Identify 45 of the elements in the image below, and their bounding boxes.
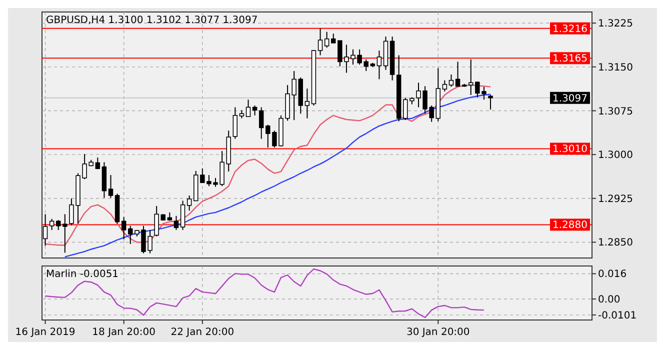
candlestick [318, 28, 323, 56]
x-tick-label: 22 Jan 20:00 [170, 327, 234, 338]
x-tick-label: 16 Jan 2019 [15, 327, 76, 338]
candlestick [232, 106, 238, 140]
candlestick [304, 88, 310, 119]
ref-line-label: 1.2880 [552, 220, 588, 232]
y-tick-label: 1.2925 [598, 194, 633, 205]
candlestick [442, 80, 448, 92]
candlestick [121, 216, 126, 240]
candlestick [448, 74, 454, 88]
chart-title: GBPUSD,H4 1.3100 1.3102 1.3077 1.3097 [46, 15, 258, 26]
ref-line-label: 1.3010 [552, 144, 588, 156]
y-tick-label: 1.3000 [598, 150, 633, 162]
candlestick [468, 58, 474, 96]
line-series [44, 268, 485, 318]
candlestick [488, 94, 493, 110]
candlestick [324, 31, 330, 48]
candlestick [56, 220, 61, 230]
y-tick-label: -0.0101 [598, 310, 637, 322]
candlestick [108, 174, 114, 198]
candlestick [186, 194, 192, 212]
candlestick [331, 33, 336, 44]
y-tick-label: 1.2850 [598, 238, 633, 249]
candlestick [455, 61, 460, 88]
x-tick-label: 18 Jan 20:00 [92, 327, 156, 338]
ref-line-label: 1.3216 [552, 24, 588, 35]
candlestick [258, 106, 264, 140]
candlestick [102, 162, 107, 198]
y-tick-label: 0.00 [598, 294, 620, 306]
y-tick-label: 0.016 [598, 269, 627, 280]
ref-line-label: 1.3165 [552, 54, 588, 65]
candlestick [376, 50, 382, 80]
candlestick [154, 205, 159, 237]
candlestick [174, 215, 179, 230]
y-tick-label: 1.3150 [598, 62, 633, 74]
candlestick [42, 214, 48, 246]
chart-title: Marlin -0.0051 [46, 269, 119, 280]
ref-line-label: 1.3097 [552, 93, 588, 104]
candlestick [180, 200, 186, 230]
candlestick [246, 99, 251, 118]
candlestick [252, 104, 258, 116]
y-tick-label: 1.3075 [598, 106, 633, 118]
candlestick [49, 218, 54, 230]
x-tick-label: 30 Jan 20:00 [406, 327, 470, 338]
y-tick-label: 1.3225 [598, 18, 633, 30]
